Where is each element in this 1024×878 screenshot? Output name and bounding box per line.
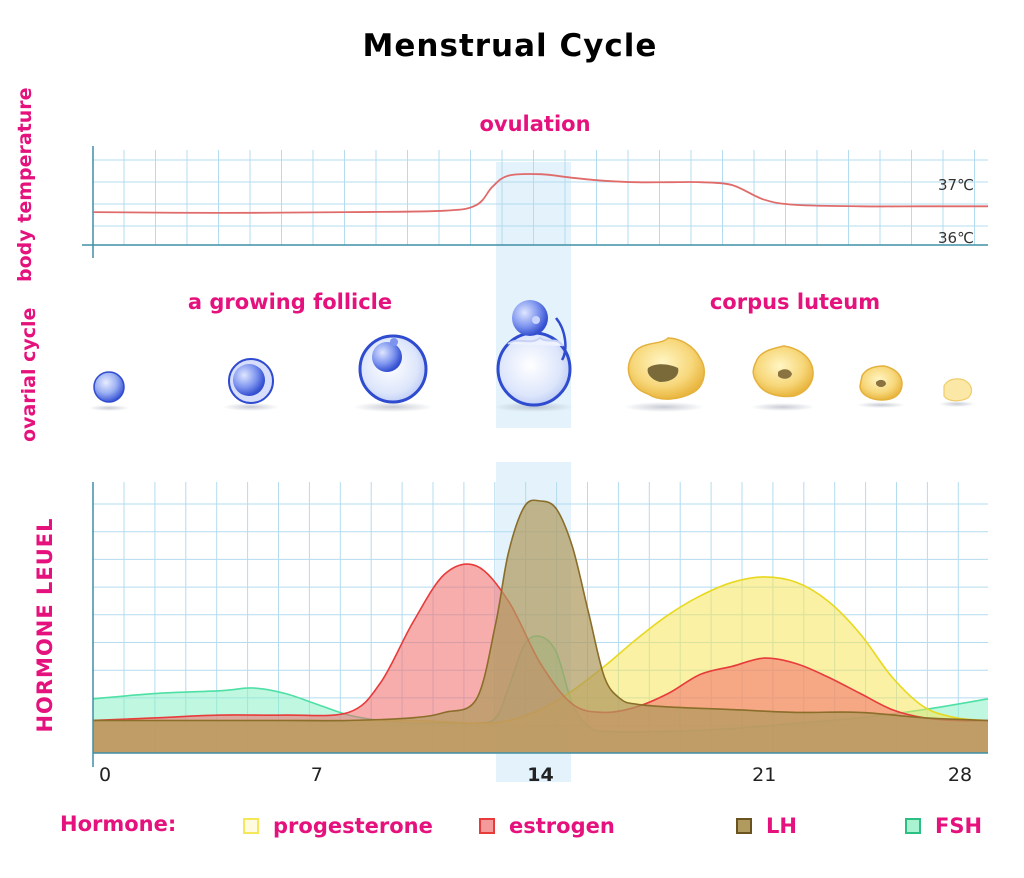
- page-title: Menstrual Cycle: [362, 28, 658, 64]
- temperature-line: [92, 173, 988, 214]
- corpus-luteum-1: [624, 337, 706, 412]
- temp-label-36: 36℃: [938, 229, 974, 247]
- x-tick-label: 21: [752, 764, 776, 786]
- growing-follicle-heading: a growing follicle: [187, 290, 393, 314]
- hormone-areas: [92, 499, 989, 753]
- legend-label-lh: LH: [766, 814, 797, 838]
- follicle-3: [353, 334, 433, 412]
- legend-label-progesterone: progesterone: [273, 814, 433, 838]
- temperature-grid: [93, 150, 988, 245]
- x-tick-label: 7: [311, 764, 323, 786]
- legend-item-lh: LH: [736, 812, 797, 840]
- follicle-1: [89, 371, 129, 411]
- x-tick-labels: 0 7 14 21 28: [99, 764, 972, 786]
- corpus-luteum-heading: corpus luteum: [709, 290, 881, 314]
- series-line-lh: [92, 499, 989, 722]
- x-tick-label: 0: [99, 764, 111, 786]
- legend-swatch-progesterone: [243, 818, 259, 834]
- corpus-luteum-3: [857, 365, 905, 408]
- legend: Hormone: progesterone estrogen LH FSH: [0, 812, 1024, 842]
- corpus-luteum-2: [751, 345, 815, 411]
- legend-label-fsh: FSH: [935, 814, 983, 838]
- corpus-luteum-4: [939, 378, 975, 407]
- legend-item-fsh: FSH: [905, 812, 982, 840]
- ovulation-heading: ovulation: [479, 112, 591, 136]
- legend-title: Hormone:: [60, 812, 177, 836]
- legend-item-progesterone: progesterone: [243, 812, 433, 840]
- x-tick-label: 28: [948, 764, 972, 786]
- legend-item-estrogen: estrogen: [479, 812, 615, 840]
- legend-swatch-fsh: [905, 818, 921, 834]
- follicle-2: [223, 358, 279, 411]
- temp-label-37: 37℃: [938, 176, 974, 194]
- legend-swatch-lh: [736, 818, 752, 834]
- x-tick-label: 14: [527, 764, 553, 786]
- ovulating-follicle: [494, 300, 574, 412]
- legend-swatch-estrogen: [479, 818, 495, 834]
- series-area-estrogen: [93, 563, 988, 753]
- series-area-lh: [93, 500, 988, 753]
- legend-label-estrogen: estrogen: [509, 814, 615, 838]
